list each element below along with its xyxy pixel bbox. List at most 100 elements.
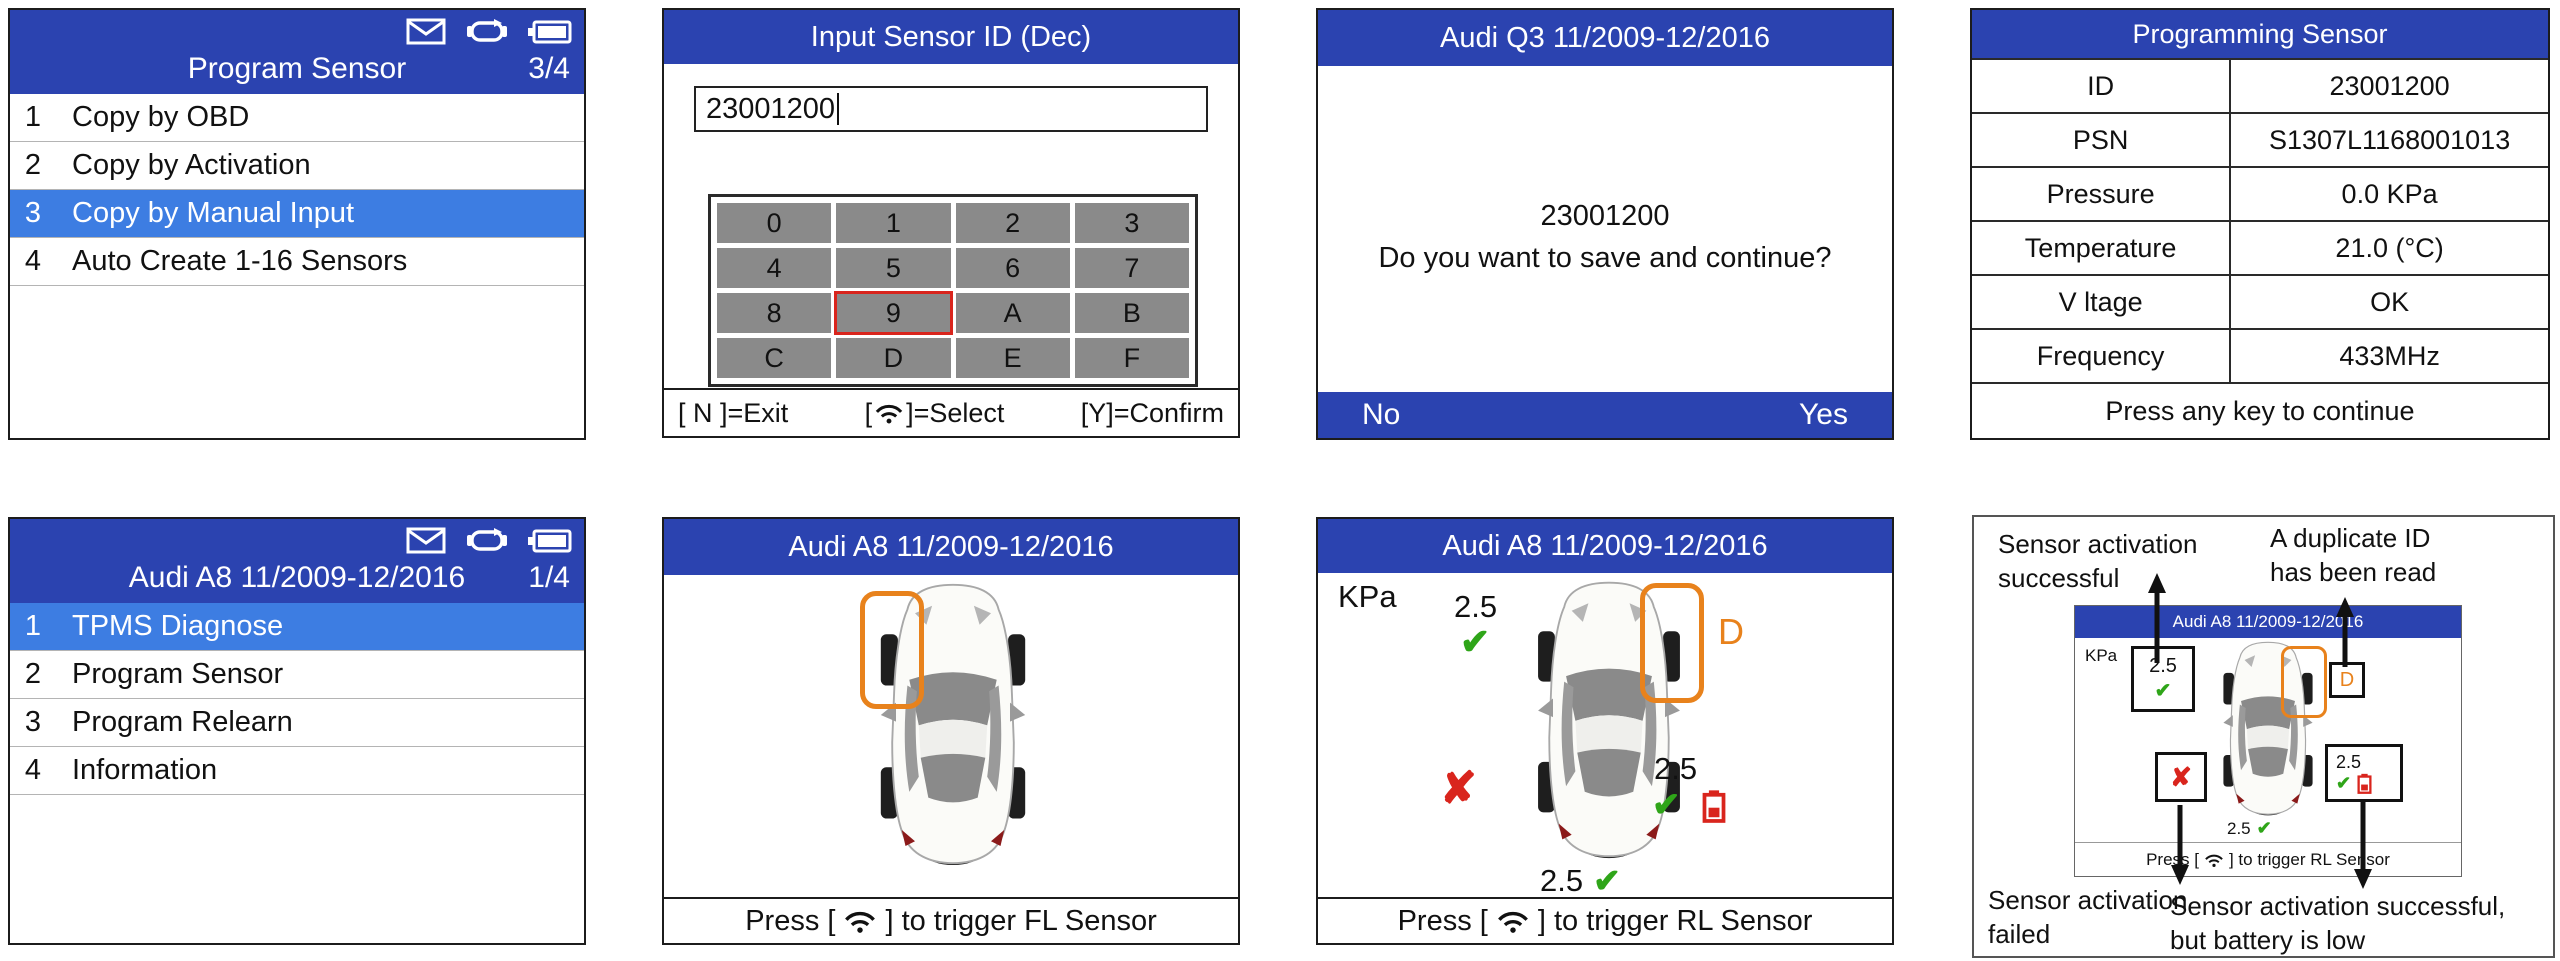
screen-header: Audi A8 11/2009-12/2016 1/4: [10, 519, 584, 603]
menu-item-label: Information: [72, 754, 218, 786]
row-label: ID: [1972, 60, 2232, 112]
fl-wheel-highlight: [860, 591, 924, 709]
menu-item-copy-by-obd[interactable]: 1 Copy by OBD: [10, 94, 584, 142]
page-title: Audi A8 11/2009-12/2016: [128, 561, 466, 594]
rr-pressure-value: 2.5: [2336, 752, 2362, 772]
select-hint: [ ]=Select: [865, 398, 1005, 429]
duplicate-id-flag: D: [1718, 611, 1744, 652]
confirm-hint: [Y]=Confirm: [1080, 397, 1224, 428]
table-row: Temperature 21.0 (°C): [1972, 220, 2548, 274]
menu-item-copy-by-activation[interactable]: 2 Copy by Activation: [10, 142, 584, 190]
yes-button[interactable]: Yes: [1799, 398, 1848, 431]
low-battery-icon: [1702, 789, 1726, 823]
key-A[interactable]: A: [955, 293, 1070, 333]
menu-item-program-sensor[interactable]: 2 Program Sensor: [10, 651, 584, 699]
page-title: Audi A8 11/2009-12/2016: [1318, 519, 1892, 573]
menu-item-label: Copy by Activation: [72, 149, 311, 181]
sensor-id-value: 23001200: [1540, 200, 1670, 232]
menu-item-number: 1: [24, 610, 42, 642]
page-title: Audi A8 11/2009-12/2016: [664, 519, 1238, 575]
key-hints-bar: [ N ]=Exit [ ]=Select [Y]=Confirm: [664, 388, 1238, 436]
check-icon: ✔: [1593, 862, 1621, 899]
hex-keypad: 0 1 2 3 4 5 6 7 8 9 A B C D E F: [708, 194, 1198, 387]
trigger-rl-screen: Audi A8 11/2009-12/2016 KPa 2.5 ✔ D ✘ 2.…: [1316, 517, 1894, 945]
page-title: Audi Q3 11/2009-12/2016: [1318, 10, 1892, 66]
key-3[interactable]: 3: [1074, 203, 1189, 243]
spare-status: 2.5 ✔: [2227, 818, 2272, 839]
text-cursor: [837, 93, 840, 125]
table-row: ID 23001200: [1972, 58, 2548, 112]
row-label: PSN: [1972, 114, 2232, 166]
menu-item-information[interactable]: 4 Information: [10, 747, 584, 795]
battery-icon: [528, 20, 572, 43]
no-button[interactable]: No: [1362, 398, 1401, 431]
bracket-close: ]=Select: [906, 397, 1005, 428]
failed-status-box: ✘: [2155, 752, 2207, 802]
wifi-icon: [2204, 852, 2224, 868]
arrow-up-icon: [2148, 573, 2166, 663]
legend-activation-successful: Sensor activation successful: [1998, 527, 2197, 595]
key-E[interactable]: E: [955, 338, 1070, 378]
key-F[interactable]: F: [1074, 338, 1189, 378]
trigger-hint-bar: Press [ ] to trigger FL Sensor: [664, 897, 1238, 943]
key-2[interactable]: 2: [955, 203, 1070, 243]
menu-item-copy-by-manual-input[interactable]: 3 Copy by Manual Input: [10, 190, 584, 238]
menu-item-program-relearn[interactable]: 3 Program Relearn: [10, 699, 584, 747]
key-8[interactable]: 8: [717, 293, 832, 333]
table-row: Pressure 0.0 KPa: [1972, 166, 2548, 220]
page-indicator: 3/4: [528, 52, 570, 85]
legend-text: Sensor activation: [1998, 529, 2198, 559]
fl-pressure-value: 2.5: [1454, 589, 1498, 624]
page-title: Audi A8 11/2009-12/2016: [2075, 606, 2461, 638]
key-5[interactable]: 5: [836, 248, 951, 288]
save-confirm-screen: Audi Q3 11/2009-12/2016 23001200 Do you …: [1316, 8, 1894, 440]
mail-icon: [406, 527, 446, 554]
status-bar: [406, 527, 572, 554]
exit-hint: [ N ]=Exit: [678, 397, 789, 428]
arrow-down-icon: [2171, 805, 2189, 885]
key-B[interactable]: B: [1074, 293, 1189, 333]
key-D[interactable]: D: [836, 338, 951, 378]
table-row: Frequency 433MHz: [1972, 328, 2548, 382]
menu-item-tpms-diagnose[interactable]: 1 TPMS Diagnose: [10, 603, 584, 651]
menu-item-number: 4: [24, 245, 42, 277]
legend-battery-low: Sensor activation successful, but batter…: [2170, 889, 2505, 957]
trigger-fl-screen: Audi A8 11/2009-12/2016 Press [ ] to tri…: [662, 517, 1240, 945]
hint-suffix: ] to trigger FL Sensor: [885, 904, 1157, 937]
key-7[interactable]: 7: [1074, 248, 1189, 288]
menu-item-label: Program Sensor: [72, 658, 284, 690]
program-sensor-screen: Program Sensor 3/4 1 Copy by OBD 2 Copy …: [8, 8, 586, 440]
key-9[interactable]: 9: [834, 291, 953, 335]
sensor-id-input[interactable]: 23001200: [694, 86, 1208, 132]
duplicate-id-flag: D: [2339, 668, 2355, 691]
menu-item-auto-create[interactable]: 4 Auto Create 1-16 Sensors: [10, 238, 584, 286]
fr-wheel-highlight: [1640, 583, 1704, 703]
hint-prefix: Press [: [2146, 849, 2199, 869]
menu-item-label: Copy by OBD: [72, 101, 250, 133]
vehicle-icon: [467, 528, 507, 551]
hint-prefix: Press [: [1397, 904, 1488, 937]
legend-diagram: Sensor activation successful A duplicate…: [1972, 515, 2555, 958]
key-6[interactable]: 6: [955, 248, 1070, 288]
legend-text: Sensor activation: [1988, 885, 2188, 915]
row-label: Temperature: [1972, 222, 2232, 274]
spare-pressure-value: 2.5: [1540, 862, 1584, 898]
key-1[interactable]: 1: [836, 203, 951, 243]
key-C[interactable]: C: [717, 338, 832, 378]
legend-activation-failed: Sensor activation failed: [1988, 883, 2187, 951]
spare-status: 2.5 ✔: [1540, 861, 1621, 900]
menu-item-number: 2: [24, 149, 42, 181]
wifi-icon: [874, 401, 904, 425]
legend-text: Sensor activation successful,: [2170, 891, 2506, 921]
key-0[interactable]: 0: [717, 203, 832, 243]
arrow-up-icon: [2336, 597, 2354, 667]
bracket-open: [: [864, 397, 873, 428]
legend-text: but battery is low: [2170, 925, 2366, 955]
trigger-hint-bar: Press [ ] to trigger RL Sensor: [1318, 897, 1892, 943]
row-label: Frequency: [1972, 330, 2232, 382]
menu-item-number: 1: [24, 101, 42, 133]
legend-text: failed: [1988, 919, 2051, 949]
key-4[interactable]: 4: [717, 248, 832, 288]
hint-suffix: ] to trigger RL Sensor: [1537, 904, 1813, 937]
page-title: Input Sensor ID (Dec): [664, 10, 1238, 64]
